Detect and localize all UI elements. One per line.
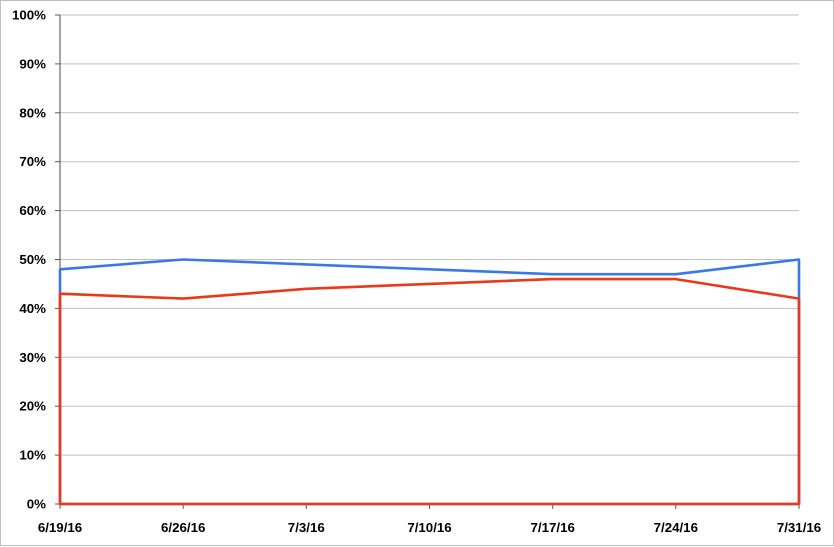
svg-text:70%: 70% <box>19 154 46 169</box>
svg-text:80%: 80% <box>19 105 46 120</box>
svg-text:60%: 60% <box>19 203 46 218</box>
svg-text:20%: 20% <box>19 399 46 414</box>
svg-text:7/17/16: 7/17/16 <box>531 520 575 535</box>
svg-text:7/31/16: 7/31/16 <box>777 520 821 535</box>
svg-text:0%: 0% <box>27 497 46 512</box>
svg-text:10%: 10% <box>19 448 46 463</box>
svg-text:90%: 90% <box>19 56 46 71</box>
svg-text:6/26/16: 6/26/16 <box>161 520 205 535</box>
svg-text:7/24/16: 7/24/16 <box>654 520 698 535</box>
svg-text:7/3/16: 7/3/16 <box>288 520 325 535</box>
svg-text:30%: 30% <box>19 350 46 365</box>
svg-text:40%: 40% <box>19 301 46 316</box>
svg-text:7/10/16: 7/10/16 <box>407 520 451 535</box>
svg-text:100%: 100% <box>12 8 46 23</box>
svg-text:6/19/16: 6/19/16 <box>38 520 82 535</box>
svg-text:50%: 50% <box>19 252 46 267</box>
